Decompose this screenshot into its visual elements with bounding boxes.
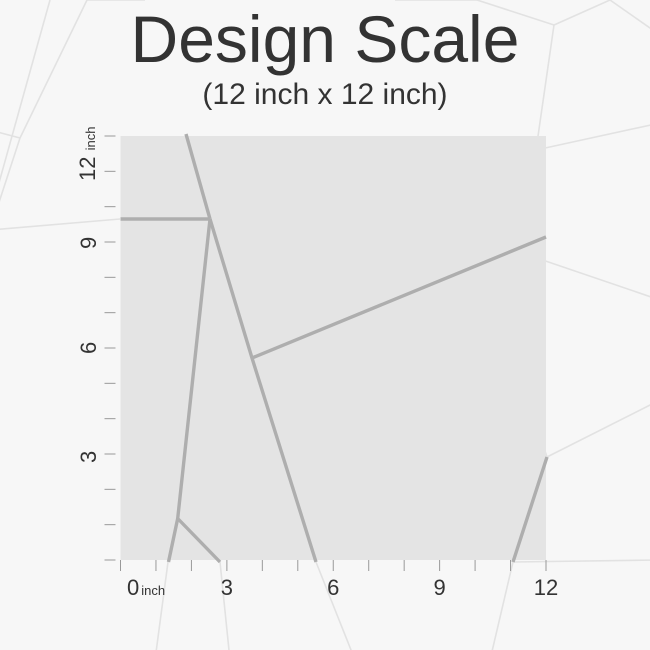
svg-text:12: 12 [534, 575, 558, 600]
svg-text:6: 6 [327, 575, 339, 600]
svg-text:9: 9 [433, 575, 445, 600]
svg-text:3: 3 [221, 575, 233, 600]
